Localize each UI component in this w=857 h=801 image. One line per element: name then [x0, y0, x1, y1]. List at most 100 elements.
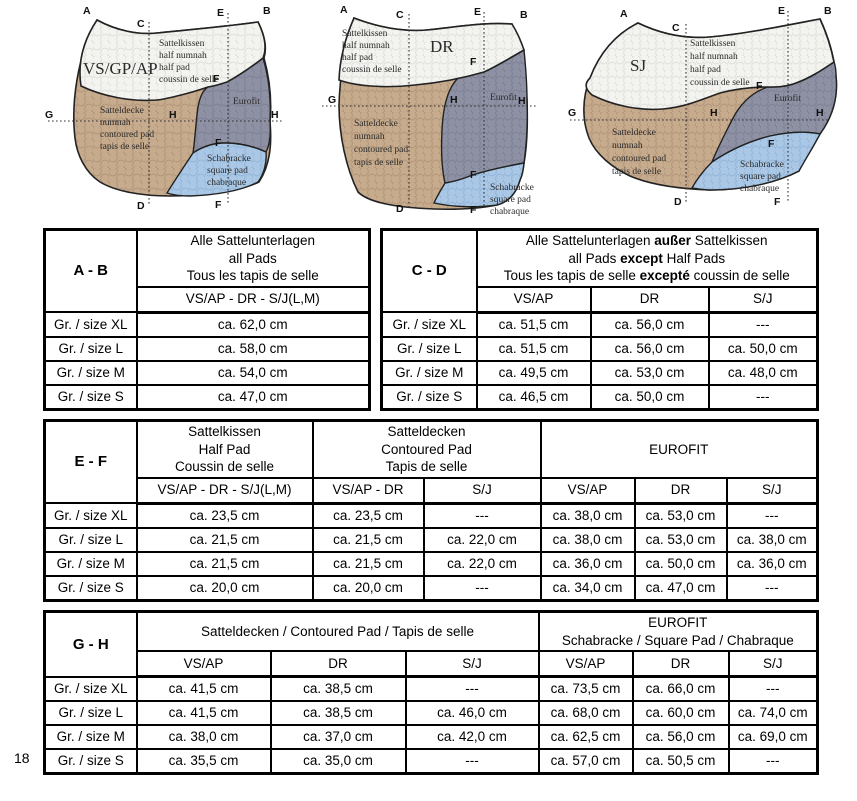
diagram-dr: A B C D E F F F G H H DR Sattelkissen ha…	[322, 4, 536, 217]
measure-cell: ca. 50,5 cm	[631, 748, 730, 775]
table-a-b: A - B Alle Sattelunterlagen all Pads Tou…	[43, 228, 371, 411]
measure-cell: ca. 50,0 cm	[707, 335, 819, 362]
point-a: A	[340, 4, 348, 16]
point-h-mid: H	[169, 109, 177, 121]
half-pad-label: half pad	[690, 64, 721, 75]
point-h-right: H	[816, 107, 824, 119]
size-label: Gr. / size XL	[43, 502, 138, 529]
group-header: Alle Sattelunterlagen all Pads Tous les …	[135, 228, 371, 288]
point-g: G	[568, 107, 576, 119]
column-header: DR	[631, 650, 730, 679]
point-h-mid: H	[710, 107, 718, 119]
measure-cell: ca. 38,5 cm	[269, 675, 407, 703]
point-g: G	[45, 109, 53, 121]
half-pad-label: coussin de selle	[342, 65, 402, 75]
square-pad-label: Schabracke	[490, 183, 534, 193]
measure-cell: ca. 47,0 cm	[633, 574, 728, 602]
half-pad-region	[338, 16, 525, 88]
measure-cell: ca. 21,5 cm	[135, 526, 314, 553]
measure-cell: ---	[725, 574, 819, 602]
column-header: VS/AP	[475, 285, 592, 314]
point-e: E	[778, 5, 785, 17]
column-header: DR	[269, 650, 407, 679]
measure-cell: ca. 23,5 cm	[135, 502, 314, 529]
measure-cell: ca. 38,5 cm	[269, 700, 407, 727]
point-f-low: F	[215, 137, 222, 149]
column-header: VS/AP - DR - S/J(L,M)	[135, 285, 371, 314]
measure-cell: ca. 20,0 cm	[135, 574, 314, 602]
measure-cell: ca. 38,0 cm	[539, 526, 636, 553]
column-header: S/J	[422, 476, 542, 505]
measure-cell: ca. 38,0 cm	[725, 526, 819, 553]
square-pad-label: square pad	[207, 166, 248, 176]
measure-cell: ca. 34,0 cm	[539, 574, 636, 602]
measure-cell: ca. 50,0 cm	[633, 550, 728, 577]
contoured-label: tapis de selle	[100, 142, 149, 152]
point-g: G	[328, 94, 336, 106]
product-label-vsgpap: VS/GP/AP	[83, 59, 158, 78]
square-pad-label: chabraque	[207, 178, 246, 188]
half-pad-label: half numnah	[159, 50, 207, 61]
measure-cell: ca. 53,0 cm	[633, 526, 728, 553]
measure-cell: ---	[404, 748, 540, 775]
measure-cell: ca. 41,5 cm	[135, 675, 272, 703]
size-label: Gr. / size XL	[43, 675, 138, 703]
column-header: S/J	[727, 650, 819, 679]
measure-cell: ca. 21,5 cm	[135, 550, 314, 577]
point-f-mid: F	[213, 73, 220, 85]
contoured-label: tapis de selle	[354, 158, 403, 168]
contoured-label: Satteldecke	[612, 128, 656, 138]
measure-cell: ---	[422, 574, 542, 602]
measure-cell: ca. 48,0 cm	[707, 359, 819, 386]
half-pad-label: coussin de selle	[690, 78, 750, 88]
measure-cell: ca. 49,5 cm	[475, 359, 592, 386]
point-d: D	[674, 196, 682, 208]
measure-cell: ca. 50,0 cm	[589, 383, 710, 411]
measure-cell: ca. 74,0 cm	[727, 700, 819, 727]
point-c: C	[137, 18, 145, 30]
point-f-mid: F	[470, 56, 477, 68]
size-label: Gr. / size L	[43, 335, 138, 362]
measure-cell: ca. 66,0 cm	[631, 675, 730, 703]
point-f-low: F	[470, 169, 477, 181]
measure-cell: ca. 60,0 cm	[631, 700, 730, 727]
group-header: Sattelkissen Half Pad Coussin de selle	[135, 419, 314, 479]
point-f-bottom: F	[215, 199, 222, 211]
page-number: 18	[14, 750, 30, 766]
square-pad-region	[165, 142, 267, 197]
point-a: A	[620, 8, 628, 20]
measure-cell: ca. 36,0 cm	[725, 550, 819, 577]
measure-cell: ca. 54,0 cm	[135, 359, 371, 386]
point-e: E	[474, 6, 481, 18]
contoured-label: numnah	[354, 132, 385, 142]
measure-cell: ca. 53,0 cm	[589, 359, 710, 386]
measure-cell: ca. 69,0 cm	[727, 724, 819, 751]
measure-cell: ca. 38,0 cm	[135, 724, 272, 751]
measure-cell: ca. 22,0 cm	[422, 526, 542, 553]
measure-cell: ca. 21,5 cm	[311, 526, 425, 553]
size-label: Gr. / size M	[43, 359, 138, 386]
measure-cell: ---	[707, 383, 819, 411]
point-b: B	[263, 5, 271, 17]
eurofit-label: Eurofit	[233, 96, 260, 107]
group-header: EUROFIT	[539, 419, 819, 479]
point-d: D	[396, 203, 404, 215]
point-h-right: H	[518, 95, 526, 107]
half-pad-label: half numnah	[690, 51, 738, 62]
measure-cell: ca. 23,5 cm	[311, 502, 425, 529]
table-c-d: C - D Alle Sattelunterlagen außer Sattel…	[380, 228, 820, 411]
measure-cell: ca. 62,0 cm	[135, 311, 371, 338]
group-header: EUROFIT Schabracke / Square Pad / Chabra…	[537, 610, 819, 653]
column-header: VS/AP - DR	[311, 476, 425, 505]
point-c: C	[672, 22, 680, 34]
half-pad-label: Sattelkissen	[159, 39, 205, 49]
column-header: S/J	[707, 285, 819, 314]
measure-cell: ca. 56,0 cm	[589, 311, 710, 338]
half-pad-label: Sattelkissen	[690, 39, 736, 49]
point-f-low: F	[768, 138, 775, 150]
point-e: E	[217, 7, 224, 19]
measure-cell: ca. 51,5 cm	[475, 335, 592, 362]
measure-cell: ca. 62,5 cm	[537, 724, 634, 751]
square-pad-label: square pad	[490, 195, 531, 205]
